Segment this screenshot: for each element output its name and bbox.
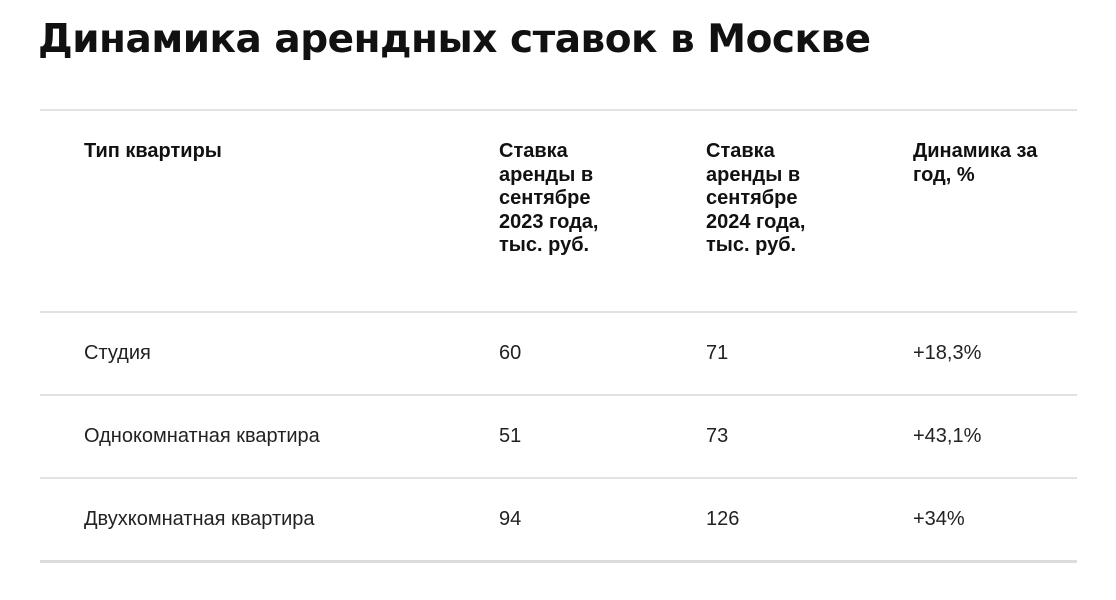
page-title: Динамика арендных ставок в Москве — [38, 17, 871, 62]
cell-apartment-type: Двухкомнатная квартира — [84, 508, 315, 530]
table-row: Студия 60 71 +18,3% — [40, 313, 1077, 396]
table-row: Однокомнатная квартира 51 73 +43,1% — [40, 396, 1077, 479]
cell-apartment-type: Студия — [84, 342, 151, 364]
cell-change: +43,1% — [913, 425, 982, 447]
cell-apartment-type: Однокомнатная квартира — [84, 425, 320, 447]
cell-rate-2024: 73 — [706, 425, 729, 447]
rent-table: Тип квартиры Ставка аренды в сентябре 20… — [40, 109, 1077, 563]
table-row: Двухкомнатная квартира 94 126 +34% — [40, 479, 1077, 563]
header-rate-2024: Ставка аренды в сентябре 2024 года, тыс.… — [706, 140, 806, 256]
cell-rate-2024: 126 — [706, 508, 740, 530]
cell-change: +18,3% — [913, 342, 982, 364]
table-header-row: Тип квартиры Ставка аренды в сентябре 20… — [40, 111, 1077, 313]
cell-rate-2023: 94 — [499, 508, 522, 530]
header-rate-2023: Ставка аренды в сентябре 2023 года, тыс.… — [499, 140, 599, 256]
header-apartment-type: Тип квартиры — [84, 140, 222, 162]
cell-rate-2023: 60 — [499, 342, 522, 364]
header-change: Динамика за год, % — [913, 140, 1038, 186]
cell-rate-2024: 71 — [706, 342, 729, 364]
cell-change: +34% — [913, 508, 965, 530]
cell-rate-2023: 51 — [499, 425, 522, 447]
